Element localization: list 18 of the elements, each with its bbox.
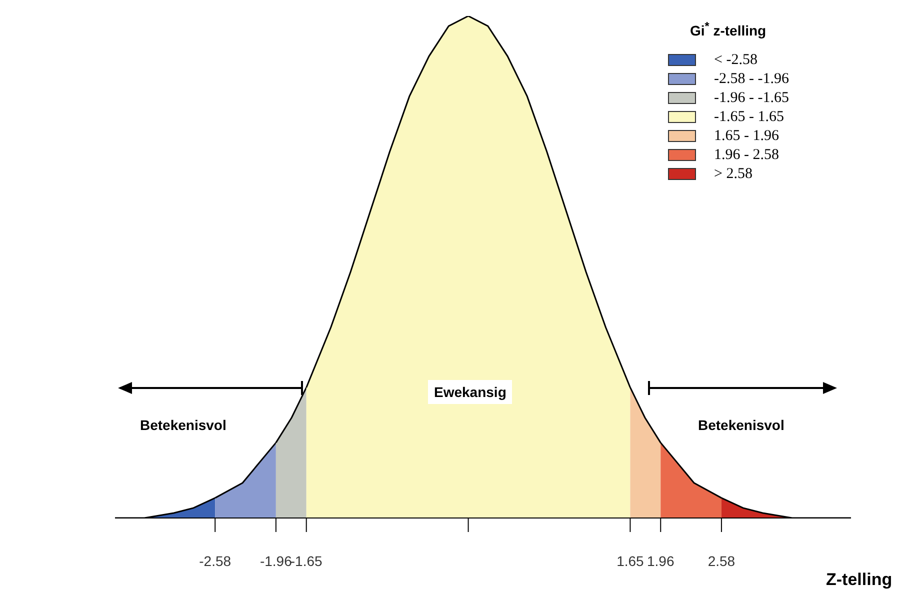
annotation: Betekenisvol xyxy=(134,413,232,437)
annotation: Ewekansig xyxy=(428,380,512,404)
x-axis-title: Z-telling xyxy=(826,570,892,590)
x-tick-label: -1.65 xyxy=(290,552,323,569)
legend-label: -1.65 - 1.65 xyxy=(714,108,784,126)
legend-label: 1.65 - 1.96 xyxy=(714,128,779,145)
legend-label: -2.58 - -1.96 xyxy=(714,70,789,88)
x-tick-label: 1.96 xyxy=(646,552,674,569)
legend-label: -1.96 - -1.65 xyxy=(714,90,789,107)
annotation: Betekenisvol xyxy=(692,413,790,437)
legend-label: > 2.58 xyxy=(714,166,752,183)
x-tick-label: 1.65 xyxy=(616,552,644,569)
legend-title: Gi$^{*}$ z-telling xyxy=(690,20,766,39)
x-tick-label: -1.96 xyxy=(260,552,292,569)
x-tick-label: 2.58 xyxy=(708,552,736,569)
legend-label: < -2.58 xyxy=(714,52,758,69)
x-tick-label: -2.58 xyxy=(199,552,232,569)
legend-label: 1.96 - 2.58 xyxy=(714,146,779,164)
